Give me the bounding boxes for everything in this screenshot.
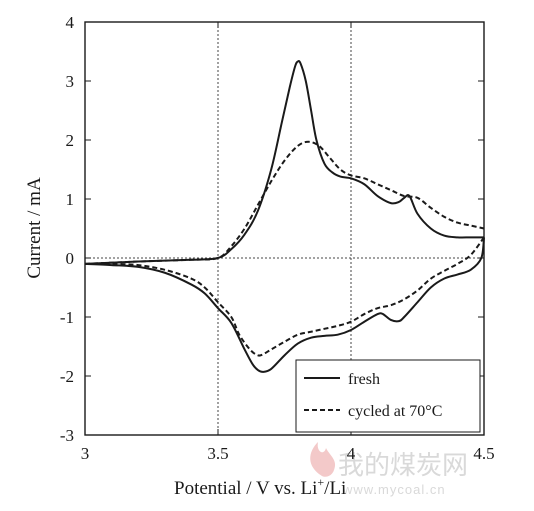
legend: fresh cycled at 70°C [295,359,481,433]
y-tick-label-4: 1 [66,190,75,209]
series-fresh-anodic [84,60,484,265]
y-tick-label-5: 2 [66,131,75,150]
y-tick-label-3: 0 [66,249,75,268]
watermark-brand: 我的煤炭网 [338,451,468,481]
x-axis-label: Potential / V vs. Li+/Li [174,475,346,499]
legend-box [295,359,481,433]
x-tick-label-2: 4 [347,444,356,463]
y-tick-label-1: -2 [60,367,74,386]
y-tick-label-6: 3 [66,72,75,91]
series-group [84,60,485,373]
series-fresh-cathodic [84,237,485,373]
x-tick-label-1: 3.5 [207,444,228,463]
flame-icon [310,442,336,477]
y-tick-label-0: -3 [60,426,74,445]
legend-label-cycled: cycled at 70°C [348,403,442,420]
watermark-url: www.mycoal.cn [342,482,446,497]
y-tick-label-7: 4 [66,13,75,32]
y-axis-label: Current / mA [24,177,45,279]
series-cycled-anodic [84,140,485,265]
legend-label-fresh: fresh [348,371,380,388]
series-cycled-cathodic [84,236,485,357]
watermark: 我的煤炭网 www.mycoal.cn [310,442,468,497]
y-tick-label-2: -1 [60,308,74,327]
x-tick-labels: 3 3.5 4 4.5 [81,444,495,463]
y-tick-labels: -3 -2 -1 0 1 2 3 4 [60,13,75,445]
x-tick-label-0: 3 [81,444,90,463]
x-tick-label-3: 4.5 [473,444,494,463]
